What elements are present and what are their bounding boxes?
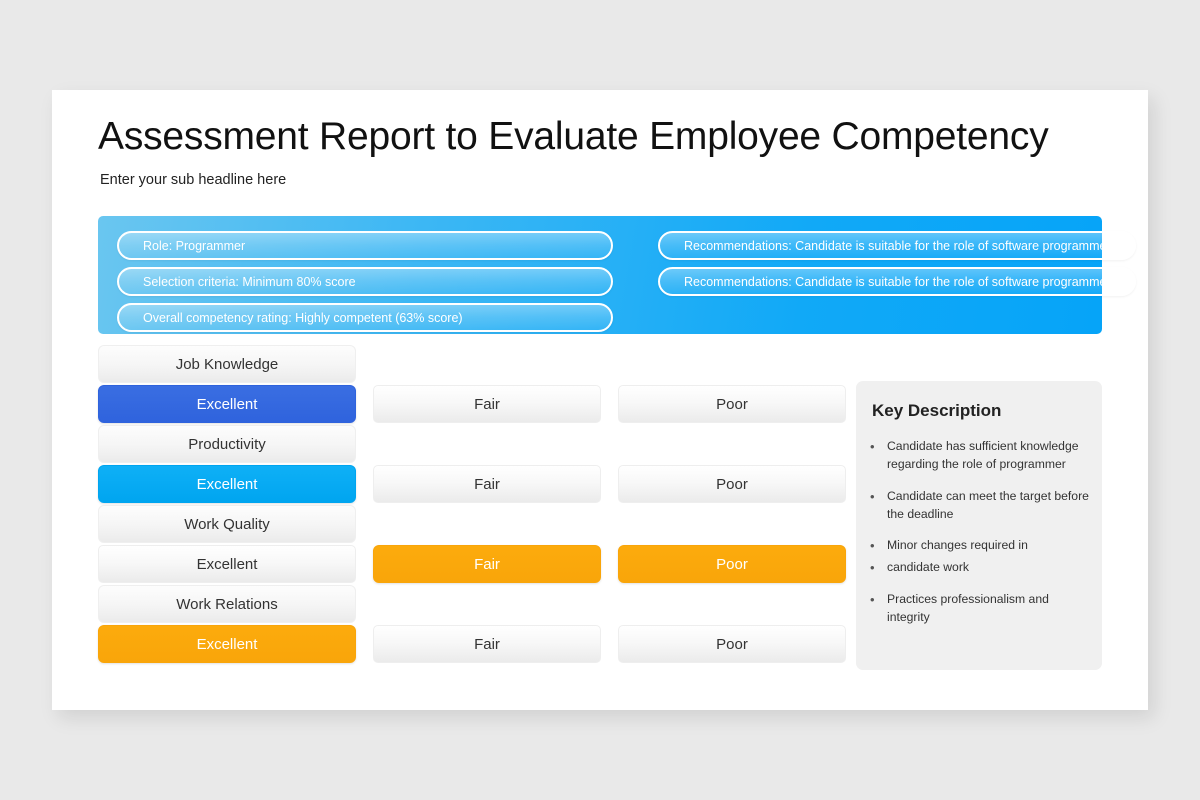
bullet-icon: • — [870, 592, 875, 608]
list-item: • Candidate has sufficient knowledge reg… — [870, 437, 1092, 474]
list-item: • candidate work — [870, 558, 1092, 578]
rating-excellent-productivity[interactable]: Excellent — [98, 465, 356, 503]
banner-pill-recommendation-2[interactable]: Recommendations: Candidate is suitable f… — [658, 267, 1136, 296]
rating-excellent-work-quality[interactable]: Excellent — [98, 545, 356, 583]
key-description-panel: Key Description • Candidate has sufficie… — [856, 381, 1102, 670]
list-item-text: Candidate has sufficient knowledge regar… — [887, 439, 1079, 472]
criterion-label-work-quality: Work Quality — [98, 505, 356, 543]
bullet-icon: • — [870, 559, 875, 575]
list-item: • Candidate can meet the target before t… — [870, 487, 1092, 524]
rating-excellent-job-knowledge[interactable]: Excellent — [98, 385, 356, 423]
list-item-text: candidate work — [887, 559, 969, 574]
criterion-label-productivity: Productivity — [98, 425, 356, 463]
list-item-text: Candidate can meet the target before the… — [887, 488, 1089, 521]
banner-pill-overall-rating[interactable]: Overall competency rating: Highly compet… — [117, 303, 613, 332]
summary-banner: Role: Programmer Selection criteria: Min… — [98, 216, 1136, 334]
page-subtitle: Enter your sub headline here — [100, 172, 287, 188]
rating-poor-job-knowledge[interactable]: Poor — [618, 385, 846, 423]
rating-fair-work-quality[interactable]: Fair — [373, 545, 601, 583]
key-description-title: Key Description — [872, 401, 1002, 420]
list-item: • Practices professionalism and integrit… — [870, 590, 1092, 627]
rating-poor-productivity[interactable]: Poor — [618, 465, 846, 503]
bullet-icon: • — [870, 439, 875, 454]
rating-fair-work-relations[interactable]: Fair — [373, 625, 601, 663]
criterion-label-job-knowledge: Job Knowledge — [98, 345, 356, 383]
list-item: • Minor changes required in — [870, 536, 1092, 556]
bullet-icon: • — [870, 538, 875, 554]
rating-poor-work-quality[interactable]: Poor — [618, 545, 846, 583]
list-item-text: Practices professionalism and integrity — [887, 592, 1049, 625]
bullet-icon: • — [870, 488, 875, 504]
list-item-text: Minor changes required in — [887, 538, 1028, 553]
page-title: Assessment Report to Evaluate Employee C… — [98, 115, 1049, 158]
rating-excellent-work-relations[interactable]: Excellent — [98, 625, 356, 663]
rating-fair-job-knowledge[interactable]: Fair — [373, 385, 601, 423]
banner-pill-selection-criteria[interactable]: Selection criteria: Minimum 80% score — [117, 267, 613, 296]
rating-poor-work-relations[interactable]: Poor — [618, 625, 846, 663]
criterion-label-work-relations: Work Relations — [98, 585, 356, 623]
banner-pill-recommendation-1[interactable]: Recommendations: Candidate is suitable f… — [658, 231, 1136, 260]
slide-canvas: Assessment Report to Evaluate Employee C… — [52, 90, 1148, 710]
key-description-list: • Candidate has sufficient knowledge reg… — [870, 437, 1092, 640]
rating-fair-productivity[interactable]: Fair — [373, 465, 601, 503]
banner-pill-role[interactable]: Role: Programmer — [117, 231, 613, 260]
